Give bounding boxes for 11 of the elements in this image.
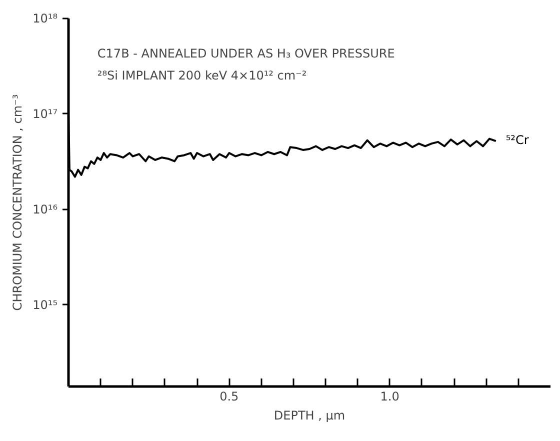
x-tick-label: 1.0 xyxy=(380,390,400,404)
series-label: ⁵²Cr xyxy=(506,133,529,148)
y-tick-label: 10¹⁵ xyxy=(32,298,58,312)
annotation: C17B - ANNEALED UNDER AS H₃ OVER PRESSURE xyxy=(97,46,395,60)
x-tick-label: 0.5 xyxy=(220,390,239,404)
y-tick-label: 10¹⁷ xyxy=(32,106,58,121)
y-axis-title: CHROMIUM CONCENTRATION , cm⁻³ xyxy=(10,94,25,311)
y-tick-label: 10¹⁶ xyxy=(32,202,58,216)
x-axis-title: DEPTH , μm xyxy=(274,408,346,422)
annotation: ²⁸Si IMPLANT 200 keV 4×10¹² cm⁻² xyxy=(97,68,307,82)
y-tick-label: 10¹⁸ xyxy=(32,12,58,26)
